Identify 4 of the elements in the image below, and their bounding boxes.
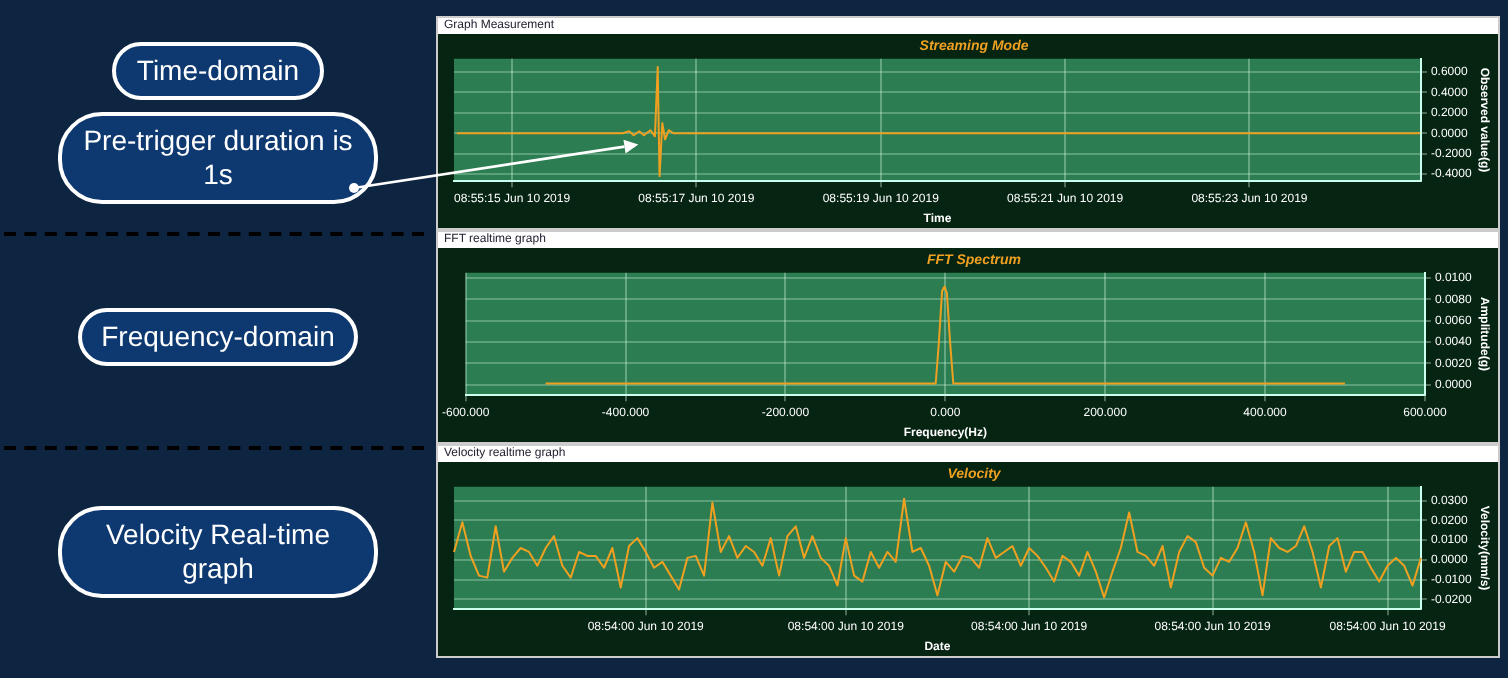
text: Velocity Real-time graph (58, 505, 378, 597)
annotation: Pre-trigger duration is 1s (58, 112, 378, 204)
text: Time-domain (112, 42, 324, 100)
text: Frequency-domain (77, 308, 359, 366)
